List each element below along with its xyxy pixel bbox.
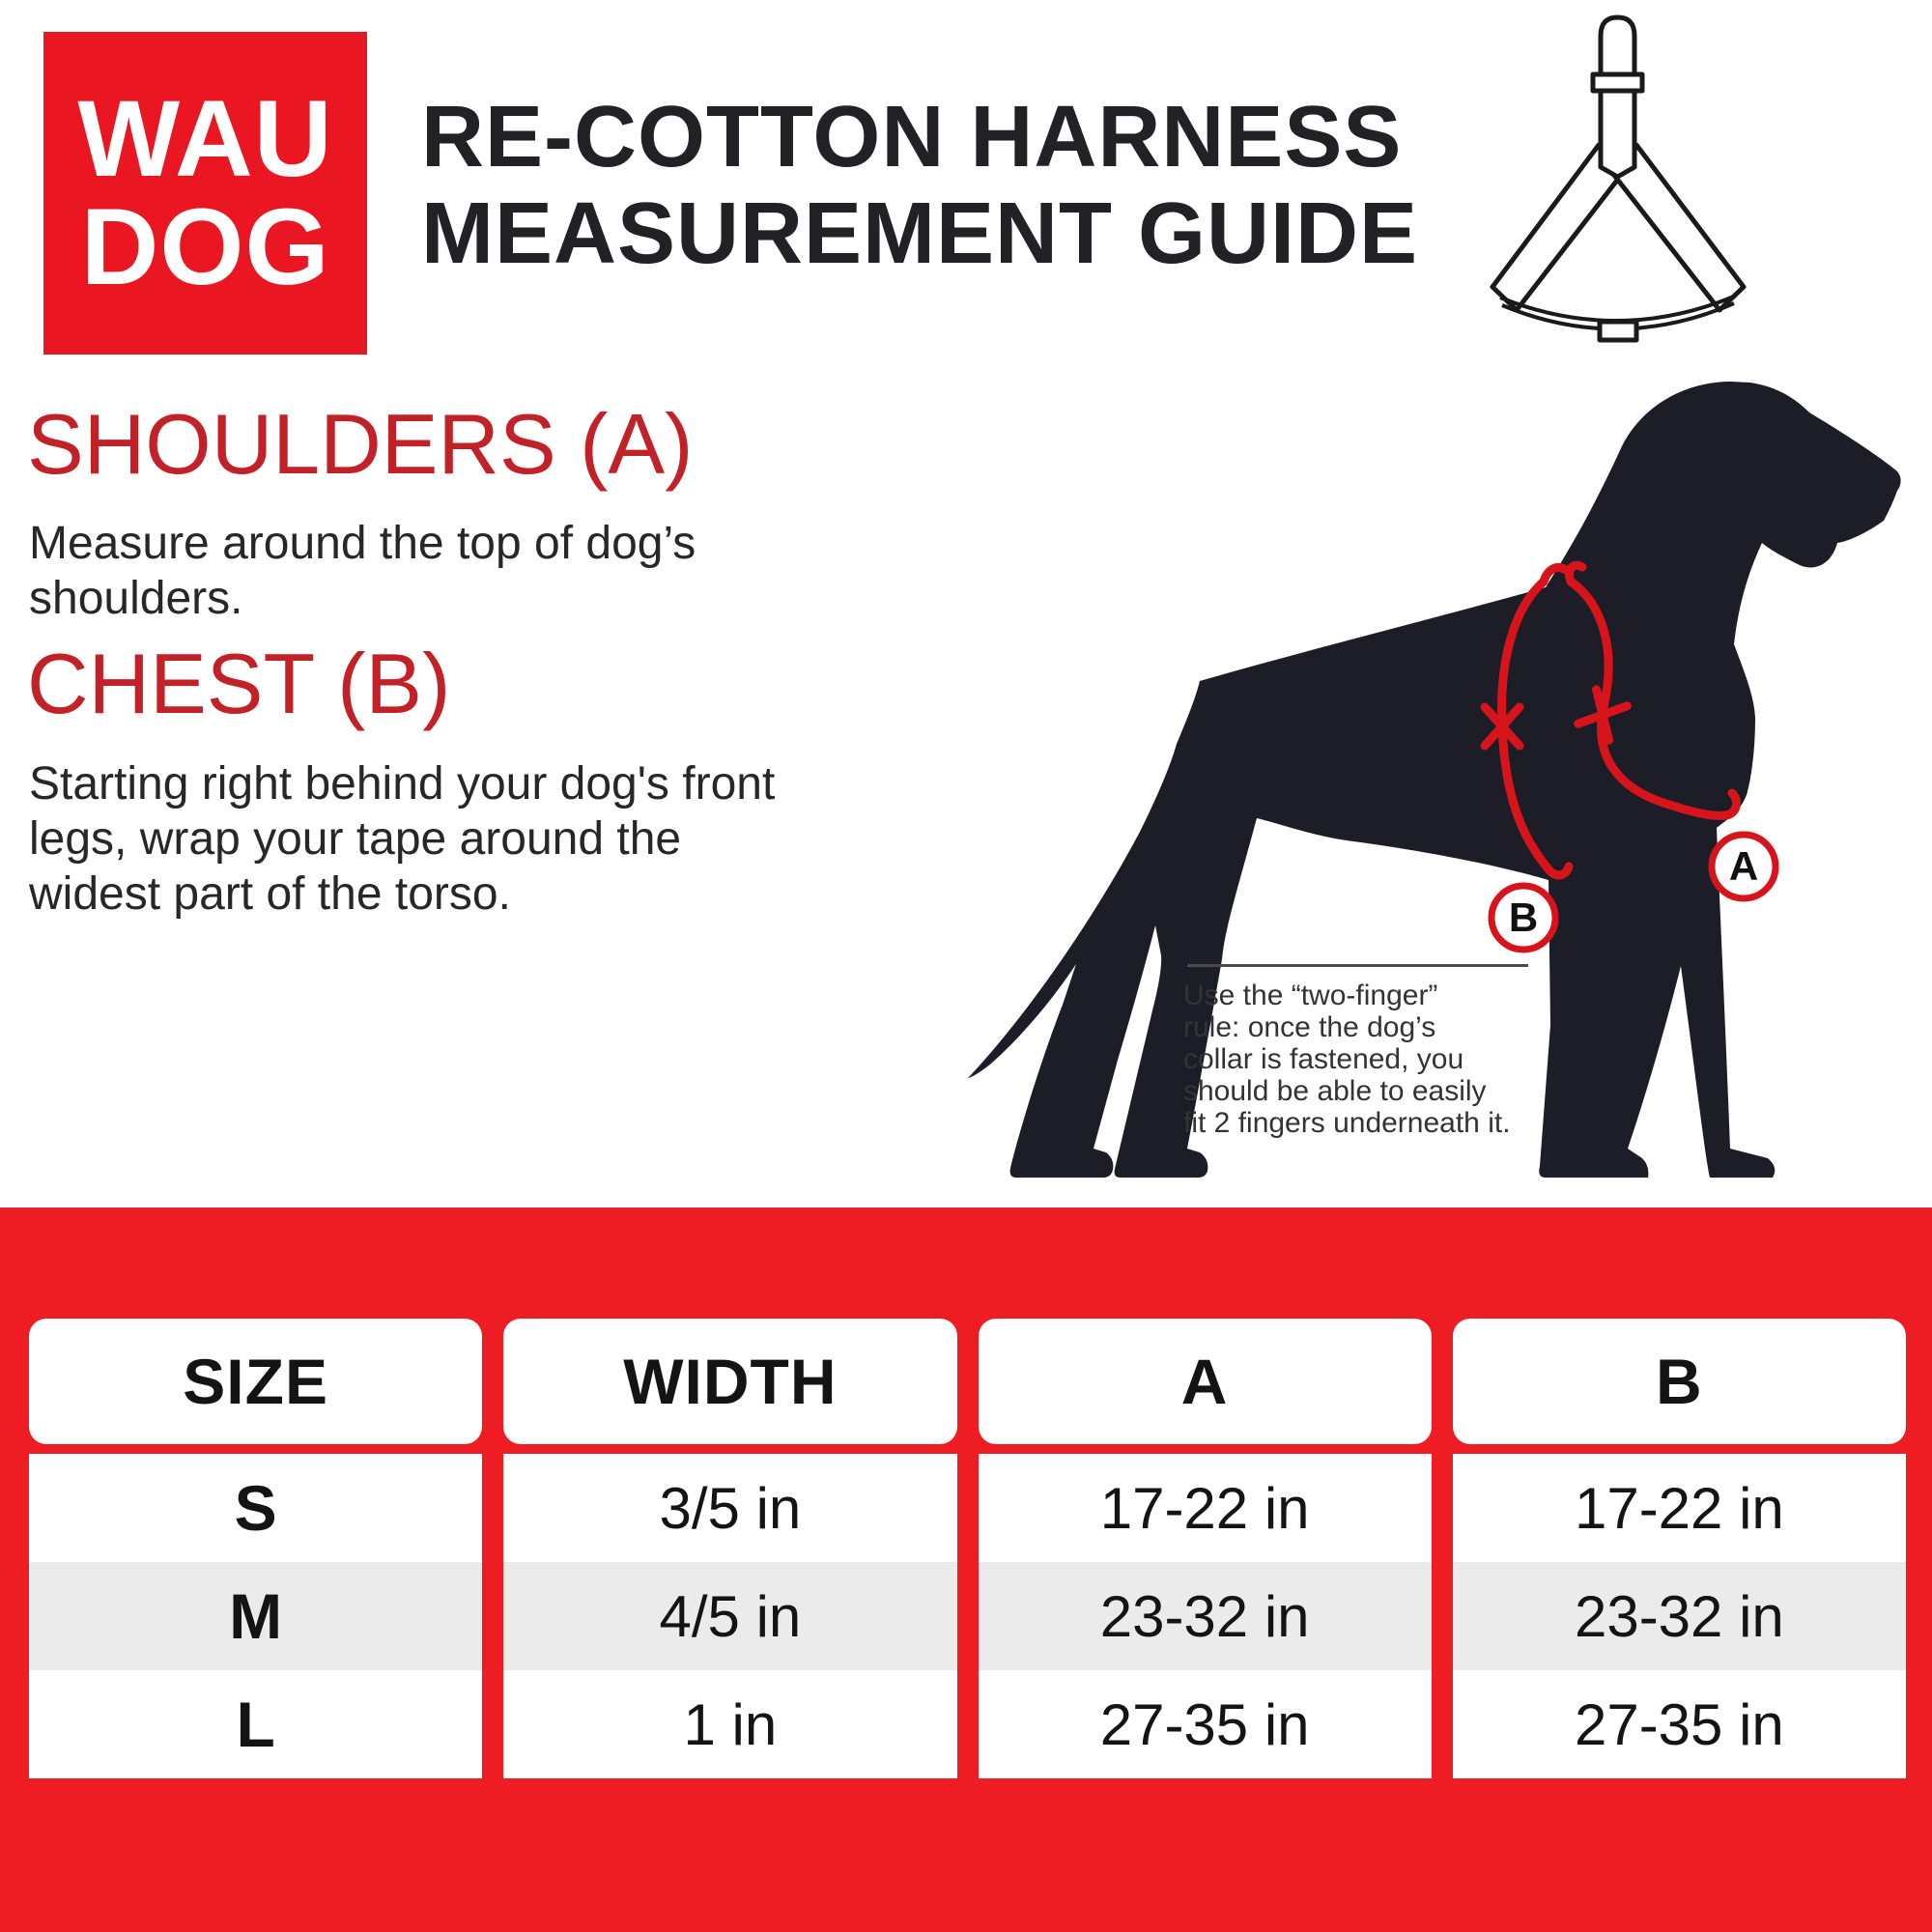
col-header-b: B xyxy=(1452,1319,1906,1444)
page-title: RE-COTTON HARNESS MEASUREMENT GUIDE xyxy=(421,89,1419,282)
logo-line-1: WAU xyxy=(77,78,333,199)
logo-line-2: DOG xyxy=(80,186,330,307)
label-circle-a: A xyxy=(1708,831,1779,902)
column-width: 3/5 in 4/5 in 1 in xyxy=(503,1454,957,1778)
dog-silhouette xyxy=(968,382,1901,1178)
note-divider xyxy=(1187,964,1528,967)
table-cell: L xyxy=(236,1689,275,1760)
table-cell: 27-35 in xyxy=(1574,1691,1784,1757)
table-cell: 27-35 in xyxy=(1099,1691,1310,1757)
table-cell: 23-32 in xyxy=(978,1562,1432,1670)
table-cell: 17-22 in xyxy=(1574,1475,1784,1541)
table-cell: M xyxy=(29,1562,483,1670)
table-cell: 23-32 in xyxy=(1452,1562,1906,1670)
chest-heading: CHEST (B) xyxy=(27,636,451,731)
col-header-size: SIZE xyxy=(29,1319,483,1444)
size-table: SIZE WIDTH A B S M L 3/5 in 4/5 in 1 in … xyxy=(29,1319,1906,1778)
table-cell: 4/5 in xyxy=(503,1562,957,1670)
table-cell: 1 in xyxy=(683,1691,778,1757)
col-header-a: A xyxy=(978,1319,1432,1444)
shoulders-heading: SHOULDERS (A) xyxy=(27,396,694,492)
column-b: 17-22 in 23-32 in 27-35 in xyxy=(1452,1454,1906,1778)
shoulders-text: Measure around the top of dog’s shoulder… xyxy=(29,518,696,624)
arrow-a xyxy=(1574,685,1632,745)
chest-text: Starting right behind your dog's front l… xyxy=(29,758,776,920)
size-table-band: SIZE WIDTH A B S M L 3/5 in 4/5 in 1 in … xyxy=(0,1208,1932,1932)
label-b: B xyxy=(1509,895,1538,940)
col-header-width: WIDTH xyxy=(503,1319,957,1444)
dog-measurement-diagram: A B xyxy=(968,382,1901,1178)
table-cell: S xyxy=(234,1472,277,1544)
label-a: A xyxy=(1729,843,1758,889)
waudog-logo: WAU DOG xyxy=(43,32,367,355)
table-cell: 17-22 in xyxy=(1099,1475,1310,1541)
two-finger-note: Use the “two-finger” rule: once the dog’… xyxy=(1183,980,1511,1139)
table-cell: 3/5 in xyxy=(659,1475,802,1541)
label-circle-b: B xyxy=(1488,882,1559,953)
column-a: 17-22 in 23-32 in 27-35 in xyxy=(978,1454,1432,1778)
column-size: S M L xyxy=(29,1454,483,1778)
arrow-b xyxy=(1480,702,1524,751)
harness-icon xyxy=(1490,14,1747,343)
